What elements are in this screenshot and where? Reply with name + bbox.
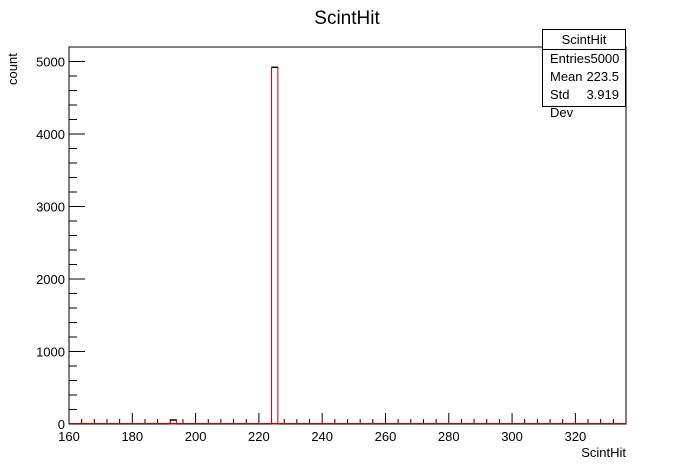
y-tick-label: 5000 <box>36 55 65 70</box>
stats-value: 223.5 <box>586 69 619 84</box>
x-tick-label: 240 <box>311 429 333 444</box>
y-axis-label: count <box>5 53 20 85</box>
x-tick-label: 260 <box>375 429 397 444</box>
y-tick-label: 0 <box>58 417 65 432</box>
x-tick-label: 320 <box>565 429 587 444</box>
x-tick-label: 220 <box>248 429 270 444</box>
x-tick-label: 280 <box>438 429 460 444</box>
x-tick-label: 180 <box>121 429 143 444</box>
stats-value: 3.919 <box>586 87 619 102</box>
y-tick-label: 3000 <box>36 200 65 215</box>
y-tick-label: 1000 <box>36 345 65 360</box>
histogram-bin <box>271 66 279 425</box>
chart-title: ScintHit <box>314 8 380 29</box>
stats-label: Entries <box>550 51 591 66</box>
stats-row-mean: Mean 223.5 <box>543 68 625 86</box>
histogram-bins <box>69 66 626 425</box>
x-tick-label: 200 <box>185 429 207 444</box>
x-axis-label: ScintHit <box>581 445 626 460</box>
x-tick-label: 300 <box>501 429 523 444</box>
stats-title: ScintHit <box>543 30 625 50</box>
stats-label: Mean <box>550 69 583 84</box>
stats-row-stddev: Std Dev 3.919 <box>543 86 625 120</box>
stats-box: ScintHit Entries 5000 Mean 223.5 Std Dev… <box>542 29 626 120</box>
y-tick-label: 4000 <box>36 127 65 142</box>
axes: 160 180 200 220 240 260 280 300 320 0 1000 2000 3000… <box>36 55 614 444</box>
y-tick-label: 2000 <box>36 272 65 287</box>
stats-row-entries: Entries 5000 <box>543 50 625 68</box>
stats-value: 5000 <box>590 51 620 66</box>
x-tick-label: 160 <box>58 429 80 444</box>
stats-label: Std Dev <box>550 87 574 120</box>
